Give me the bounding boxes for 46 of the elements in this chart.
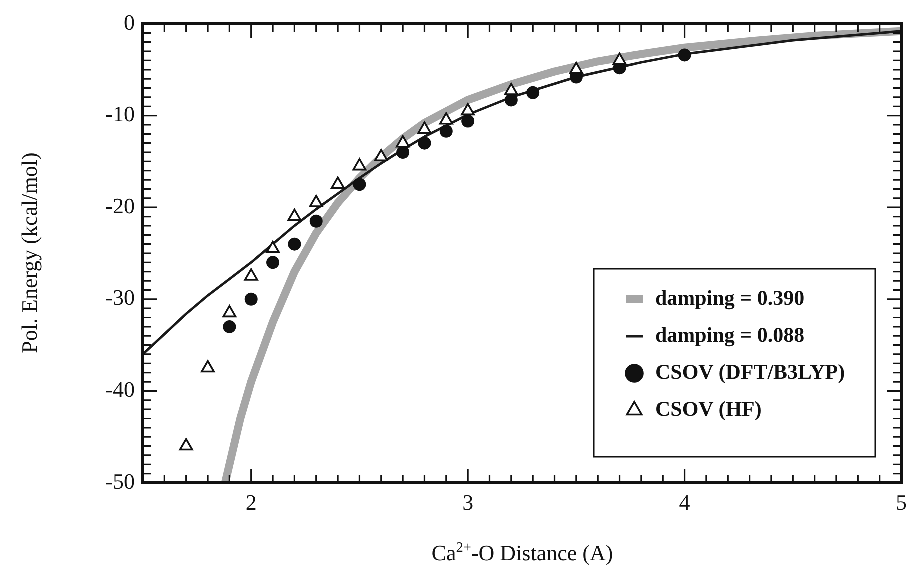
point (244, 268, 258, 281)
y-tick-label: -20 (106, 193, 135, 218)
point (569, 62, 584, 74)
point (504, 94, 518, 107)
y-tick-label: -30 (106, 285, 135, 310)
legend-label: CSOV (HF) (656, 396, 762, 421)
point (352, 158, 367, 171)
point (396, 135, 410, 148)
point (504, 83, 518, 96)
point (418, 122, 432, 134)
point (310, 214, 323, 228)
legend-label: CSOV (DFT/B3LYP) (656, 360, 846, 384)
point (461, 103, 476, 116)
point (462, 114, 475, 128)
point (179, 438, 194, 451)
y-axis-title: Pol. Energy (kcal/mol) (17, 152, 43, 356)
point (440, 124, 453, 138)
point (222, 305, 237, 318)
point (244, 292, 258, 306)
point (331, 176, 346, 190)
point (526, 86, 540, 100)
point (288, 238, 302, 251)
y-tick-label: -10 (106, 102, 135, 127)
point (612, 52, 627, 66)
x-axis-title: Ca$^{2+}$-O Distance (A) (430, 540, 614, 566)
point (353, 178, 366, 192)
x-tick-label: 4 (679, 490, 690, 515)
point (266, 256, 280, 270)
x-tick-label: 3 (462, 490, 474, 515)
y-tick-label: -50 (106, 468, 135, 494)
y-tick-label: 0 (124, 10, 135, 35)
point (201, 360, 215, 373)
point (678, 48, 692, 62)
point (309, 195, 324, 208)
point (374, 149, 388, 162)
point (396, 146, 410, 160)
x-tick-label: 2 (246, 490, 257, 515)
point (223, 320, 236, 334)
y-tick-label: -40 (106, 376, 135, 402)
point (418, 136, 432, 150)
point (439, 112, 454, 125)
point (288, 208, 302, 222)
point (266, 241, 280, 254)
legend-label: damping = 0.088 (656, 322, 805, 347)
x-tick-label: 5 (896, 490, 907, 515)
legend-label: damping = 0.390 (656, 286, 805, 310)
